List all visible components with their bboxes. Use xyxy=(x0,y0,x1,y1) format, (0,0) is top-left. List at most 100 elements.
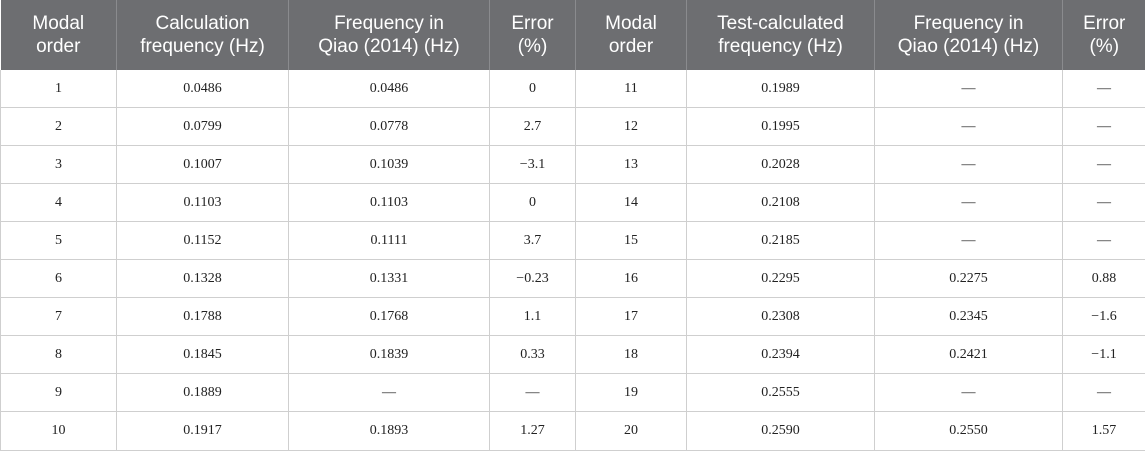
cell-modal-order: 8 xyxy=(0,335,117,374)
cell-modal-order: 5 xyxy=(0,221,117,260)
cell-modal-order: 1 xyxy=(0,70,117,108)
cell-error-2: −1.1 xyxy=(1062,335,1145,374)
cell-frequency-qiao: 0.1768 xyxy=(288,297,490,336)
cell-test-calculated-frequency: 0.2185 xyxy=(686,221,875,260)
header-frequency-qiao-2: Frequency in Qiao (2014) (Hz) xyxy=(874,0,1063,70)
table-row: 1 0.0486 0.0486 0 11 0.1989— — xyxy=(0,70,1145,108)
cell-frequency-qiao: 0.1039 xyxy=(288,145,490,184)
cell-error-2: 1.57 xyxy=(1062,411,1145,451)
cell-error-2: — xyxy=(1062,183,1145,222)
cell-calculation-frequency: 0.0486 xyxy=(116,70,289,108)
cell-modal-order: 9 xyxy=(0,373,117,412)
cell-error-2: — xyxy=(1062,221,1145,260)
cell-frequency-qiao: 0.1331 xyxy=(288,259,490,298)
cell-test-calculated-frequency: 0.2590 xyxy=(686,411,875,451)
cell-calculation-frequency: 0.1328 xyxy=(116,259,289,298)
cell-error: 3.7 xyxy=(489,221,576,260)
cell-error: 0 xyxy=(489,70,576,108)
cell-frequency-qiao: 0.1111 xyxy=(288,221,490,260)
cell-error: 0.33 xyxy=(489,335,576,374)
cell-modal-order-2: 15 xyxy=(575,221,687,260)
table-row: 10 0.1917 0.1893 1.27 20 0.2590 0.2550 1.57 xyxy=(0,411,1145,451)
cell-frequency-qiao-2: 0.2345 xyxy=(874,297,1063,336)
cell-error-2: −1.6 xyxy=(1062,297,1145,336)
cell-frequency-qiao: — xyxy=(288,373,490,412)
cell-modal-order-2: 17 xyxy=(575,297,687,336)
cell-calculation-frequency: 0.1788 xyxy=(116,297,289,336)
cell-calculation-frequency: 0.1889 xyxy=(116,373,289,412)
table-row: 3 0.1007 0.1039 −3.1 13 0.2028— — xyxy=(0,145,1145,184)
table-row: 2 0.0799 0.0778 2.7 12 0.1995— — xyxy=(0,107,1145,146)
cell-frequency-qiao-2: — xyxy=(874,107,1063,146)
cell-frequency-qiao-2: — xyxy=(874,221,1063,260)
cell-modal-order-2: 20 xyxy=(575,411,687,451)
cell-frequency-qiao-2: — xyxy=(874,70,1063,108)
header-error-2: Error (%) xyxy=(1062,0,1145,70)
cell-modal-order-2: 19 xyxy=(575,373,687,412)
cell-frequency-qiao: 0.1839 xyxy=(288,335,490,374)
cell-modal-order: 6 xyxy=(0,259,117,298)
cell-error-2: — xyxy=(1062,107,1145,146)
cell-error: 1.27 xyxy=(489,411,576,451)
cell-test-calculated-frequency: 0.2028 xyxy=(686,145,875,184)
table-body: 1 0.0486 0.0486 0 11 0.1989— —2 0.0799 0.0778 2.7… xyxy=(0,70,1145,451)
cell-error: — xyxy=(489,373,576,412)
cell-test-calculated-frequency: 0.2108 xyxy=(686,183,875,222)
cell-calculation-frequency: 0.1007 xyxy=(116,145,289,184)
cell-frequency-qiao-2: 0.2421 xyxy=(874,335,1063,374)
cell-modal-order-2: 14 xyxy=(575,183,687,222)
header-frequency-qiao: Frequency in Qiao (2014) (Hz) xyxy=(288,0,490,70)
cell-error: 0 xyxy=(489,183,576,222)
cell-modal-order: 10 xyxy=(0,411,117,451)
table-row: 5 0.1152 0.1111 3.7 15 0.2185— — xyxy=(0,221,1145,260)
cell-frequency-qiao-2: — xyxy=(874,183,1063,222)
header-error: Error (%) xyxy=(489,0,576,70)
cell-modal-order-2: 12 xyxy=(575,107,687,146)
cell-calculation-frequency: 0.1152 xyxy=(116,221,289,260)
table-row: 9 0.1889— —19 0.2555— — xyxy=(0,373,1145,412)
cell-error: −3.1 xyxy=(489,145,576,184)
table-row: 4 0.1103 0.1103 0 14 0.2108— — xyxy=(0,183,1145,222)
cell-modal-order: 2 xyxy=(0,107,117,146)
cell-test-calculated-frequency: 0.2394 xyxy=(686,335,875,374)
table-row: 8 0.1845 0.1839 0.33 18 0.2394 0.2421 −1.1 xyxy=(0,335,1145,374)
cell-test-calculated-frequency: 0.1995 xyxy=(686,107,875,146)
cell-modal-order-2: 13 xyxy=(575,145,687,184)
cell-modal-order-2: 11 xyxy=(575,70,687,108)
cell-frequency-qiao: 0.1893 xyxy=(288,411,490,451)
cell-test-calculated-frequency: 0.1989 xyxy=(686,70,875,108)
cell-frequency-qiao-2: — xyxy=(874,145,1063,184)
cell-test-calculated-frequency: 0.2308 xyxy=(686,297,875,336)
cell-modal-order: 3 xyxy=(0,145,117,184)
header-row: Modal order Calculation frequency (Hz) F… xyxy=(0,0,1145,70)
cell-error-2: — xyxy=(1062,145,1145,184)
cell-error-2: — xyxy=(1062,373,1145,412)
cell-error: −0.23 xyxy=(489,259,576,298)
cell-calculation-frequency: 0.1845 xyxy=(116,335,289,374)
cell-calculation-frequency: 0.0799 xyxy=(116,107,289,146)
header-test-calculated-frequency: Test-calculated frequency (Hz) xyxy=(686,0,875,70)
cell-modal-order-2: 16 xyxy=(575,259,687,298)
cell-error: 2.7 xyxy=(489,107,576,146)
cell-modal-order-2: 18 xyxy=(575,335,687,374)
cell-frequency-qiao: 0.0778 xyxy=(288,107,490,146)
cell-frequency-qiao-2: 0.2550 xyxy=(874,411,1063,451)
header-calculation-frequency: Calculation frequency (Hz) xyxy=(116,0,289,70)
cell-frequency-qiao: 0.1103 xyxy=(288,183,490,222)
cell-frequency-qiao-2: — xyxy=(874,373,1063,412)
cell-calculation-frequency: 0.1917 xyxy=(116,411,289,451)
header-modal-order: Modal order xyxy=(0,0,117,70)
table-row: 6 0.1328 0.1331 −0.23 16 0.2295 0.2275 0.88 xyxy=(0,259,1145,298)
header-modal-order-2: Modal order xyxy=(575,0,687,70)
table-header: Modal order Calculation frequency (Hz) F… xyxy=(0,0,1145,70)
cell-modal-order: 7 xyxy=(0,297,117,336)
cell-error-2: — xyxy=(1062,70,1145,108)
cell-error-2: 0.88 xyxy=(1062,259,1145,298)
cell-calculation-frequency: 0.1103 xyxy=(116,183,289,222)
cell-frequency-qiao: 0.0486 xyxy=(288,70,490,108)
cell-test-calculated-frequency: 0.2295 xyxy=(686,259,875,298)
cell-frequency-qiao-2: 0.2275 xyxy=(874,259,1063,298)
cell-modal-order: 4 xyxy=(0,183,117,222)
table-row: 7 0.1788 0.1768 1.1 17 0.2308 0.2345 −1.6 xyxy=(0,297,1145,336)
